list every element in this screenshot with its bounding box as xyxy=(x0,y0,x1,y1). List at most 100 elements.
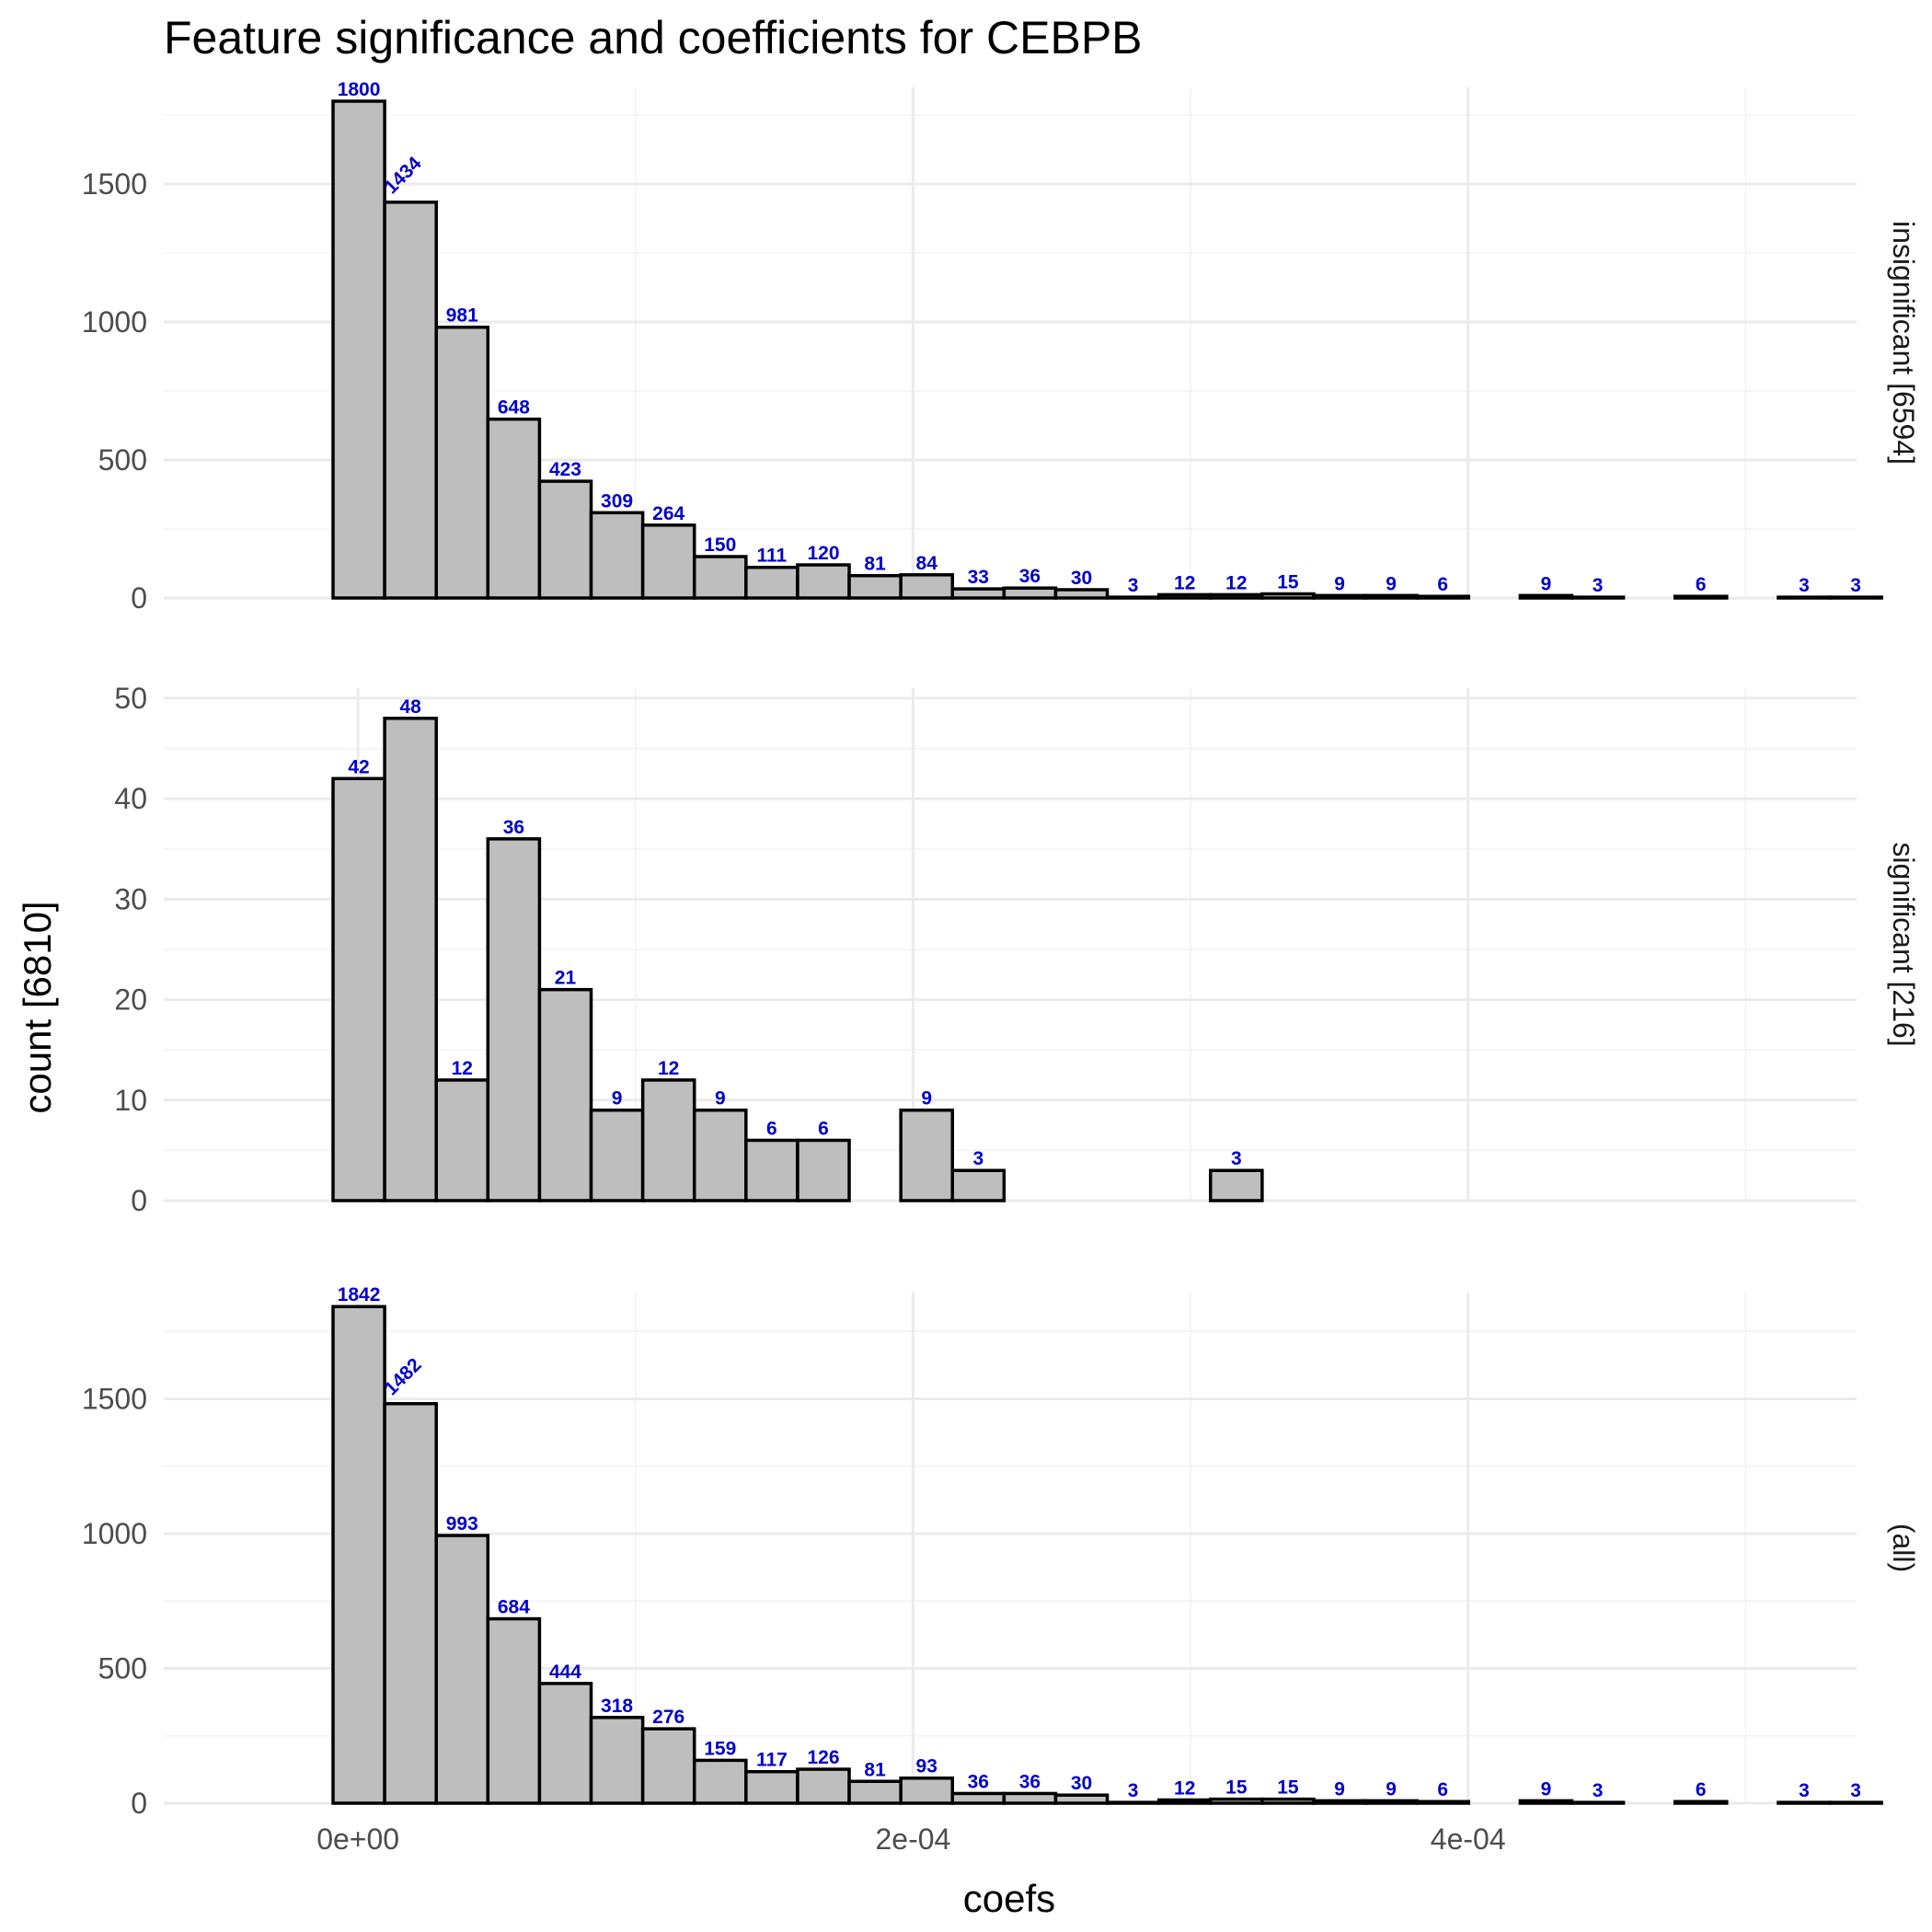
data-label: 36 xyxy=(503,817,524,838)
data-label: 3 xyxy=(1850,1780,1861,1801)
data-label: 3 xyxy=(1593,575,1604,596)
histogram-bar xyxy=(640,1078,696,1202)
histogram-bar xyxy=(1156,1798,1213,1805)
data-label: 81 xyxy=(864,1759,886,1780)
histogram-bar xyxy=(847,1779,903,1805)
histogram-bar xyxy=(486,1616,542,1805)
y-tick-label: 1500 xyxy=(82,167,147,201)
data-label: 9 xyxy=(1386,573,1397,594)
histogram-bar xyxy=(899,573,955,600)
x-axis-title: coefs xyxy=(963,1877,1055,1920)
data-label: 318 xyxy=(601,1696,633,1717)
data-label: 276 xyxy=(652,1707,684,1728)
data-label: 3 xyxy=(1593,1780,1604,1801)
data-label: 117 xyxy=(756,1750,788,1771)
data-label: 3 xyxy=(1128,1780,1139,1801)
data-label: 12 xyxy=(1174,1777,1195,1799)
histogram-bar xyxy=(950,1168,1006,1202)
histogram-bar xyxy=(434,1534,490,1805)
data-label: 3 xyxy=(1799,1780,1810,1801)
data-label: 6 xyxy=(1696,1779,1707,1800)
histogram-bar xyxy=(331,776,386,1202)
y-tick-label: 1500 xyxy=(82,1382,147,1415)
histogram-bar xyxy=(1363,593,1419,600)
y-tick-label: 500 xyxy=(98,1651,147,1685)
y-tick-label: 50 xyxy=(114,682,147,715)
facet-panel-2: 0 10 20 30 40 50 42 48 12 36 21 9 12 9 6 6 9 3 3 significan… xyxy=(114,682,1920,1217)
y-tick-label: 1000 xyxy=(82,1517,147,1550)
histogram-bar xyxy=(537,479,593,600)
data-label: 3 xyxy=(1231,1148,1242,1169)
data-label: 3 xyxy=(1799,575,1810,596)
histogram-bar xyxy=(1260,1797,1316,1805)
data-label: 9 xyxy=(1541,1778,1552,1800)
histogram-bar xyxy=(1570,1800,1626,1805)
data-label: 6 xyxy=(1696,574,1707,595)
histogram-bar xyxy=(1002,1791,1058,1805)
x-tick-label: 0e+00 xyxy=(316,1823,399,1856)
histogram-bar xyxy=(1777,1800,1832,1805)
data-label: 684 xyxy=(498,1597,530,1618)
data-label: 9 xyxy=(921,1088,932,1110)
histogram-bar xyxy=(1105,1800,1161,1805)
histogram-bar xyxy=(486,417,542,600)
y-axis-title: count [6810] xyxy=(16,901,59,1113)
histogram-bar xyxy=(537,1682,593,1805)
y-tick-label: 0 xyxy=(131,581,147,615)
data-label: 15 xyxy=(1225,1777,1248,1799)
data-label: 648 xyxy=(498,397,530,419)
data-label: 3 xyxy=(972,1148,983,1169)
data-label: 15 xyxy=(1277,1777,1299,1799)
data-label: 9 xyxy=(1541,573,1552,594)
data-label: 33 xyxy=(968,567,989,588)
data-label: 6 xyxy=(766,1118,777,1139)
histogram-bar xyxy=(1415,594,1471,600)
data-label: 81 xyxy=(864,554,886,575)
histogram-bar xyxy=(383,1401,438,1805)
data-label: 3 xyxy=(1128,575,1139,596)
histogram-bar xyxy=(1777,595,1832,600)
histogram-bar xyxy=(331,1305,386,1805)
histogram-bar xyxy=(640,1727,696,1805)
data-label: 9 xyxy=(715,1088,726,1110)
data-label: 12 xyxy=(452,1058,473,1079)
data-labels: 42 48 12 36 21 9 12 9 6 6 9 3 3 xyxy=(348,696,1241,1169)
facet-strip-label: significant [216] xyxy=(1887,842,1920,1046)
data-label: 1482 xyxy=(380,1354,425,1399)
histogram-bar xyxy=(1260,592,1316,600)
data-label: 993 xyxy=(446,1513,478,1535)
histogram-bar xyxy=(1415,1800,1471,1805)
data-label: 6 xyxy=(818,1118,829,1139)
data-label: 9 xyxy=(1386,1778,1397,1800)
histogram-bar xyxy=(744,1138,799,1202)
histogram-bar xyxy=(1053,588,1110,600)
y-tick-label: 0 xyxy=(131,1184,147,1217)
data-label: 6 xyxy=(1437,1779,1448,1800)
histogram-bar xyxy=(1518,593,1574,600)
data-label: 9 xyxy=(1334,573,1345,594)
chart-title: Feature significance and coefficients fo… xyxy=(164,12,1143,63)
data-label: 15 xyxy=(1277,572,1299,593)
histogram-bar xyxy=(486,837,542,1202)
histogram-bar xyxy=(1209,1797,1264,1805)
bars xyxy=(331,717,1264,1202)
histogram-bar xyxy=(692,1758,748,1805)
y-tick-label: 10 xyxy=(114,1084,147,1117)
facet-strip-label: (all) xyxy=(1887,1524,1920,1572)
y-tick-label: 0 xyxy=(131,1787,147,1820)
histogram-bar xyxy=(692,1108,748,1202)
histogram-bar xyxy=(1156,592,1213,600)
data-label: 120 xyxy=(807,543,839,564)
facet-panel-1: 0500100015001800143498164842330926415011… xyxy=(82,79,1920,615)
data-label: 150 xyxy=(704,535,736,556)
histogram-bar xyxy=(537,987,593,1202)
data-label: 6 xyxy=(1437,574,1448,595)
histogram-bar xyxy=(434,325,490,600)
y-tick-label: 30 xyxy=(114,882,147,915)
histogram-bar xyxy=(796,1138,851,1202)
y-tick-label: 1000 xyxy=(82,305,147,339)
histogram-bar xyxy=(744,1769,799,1805)
data-label: 48 xyxy=(399,696,421,718)
data-label: 9 xyxy=(612,1088,623,1110)
